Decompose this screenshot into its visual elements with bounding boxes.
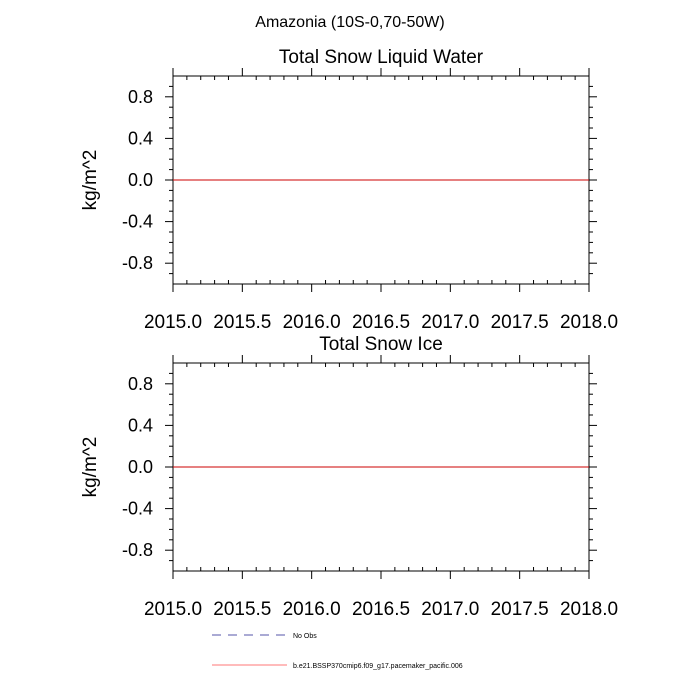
x-tick-label: 2016.0 — [283, 599, 341, 620]
legend-label-model-run: b.e21.BSSP370cmip6.f09_g17.pacemaker_pac… — [293, 663, 463, 670]
x-tick-label: 2018.0 — [560, 599, 618, 620]
x-tick-label: 2015.0 — [144, 312, 202, 333]
legend: No Obs b.e21.BSSP370cmip6.f09_g17.pacema… — [212, 633, 463, 670]
y-tick-label: 0.4 — [128, 128, 153, 148]
y-tick-label: -0.4 — [122, 499, 153, 519]
legend-label-no-obs: No Obs — [293, 633, 317, 640]
y-tick-label: 0.4 — [128, 415, 153, 435]
x-tick-label: 2016.5 — [352, 599, 410, 620]
y-tick-label: -0.8 — [122, 253, 153, 273]
x-tick-label: 2017.5 — [491, 312, 549, 333]
x-tick-label: 2015.5 — [213, 312, 271, 333]
panel-snow-ice: Total Snow Ice kg/m^2 0.8 0.4 0.0 -0.4 -0.8 201… — [80, 334, 618, 620]
x-tick-label: 2015.0 — [144, 599, 202, 620]
main-title: Amazonia (10S-0,70-50W) — [255, 14, 444, 31]
y-tick-label: 0.0 — [128, 170, 153, 190]
y-tick-label: -0.8 — [122, 540, 153, 560]
y-tick-label: 0.8 — [128, 374, 153, 394]
x-tick-label: 2016.0 — [283, 312, 341, 333]
x-tick-label: 2015.5 — [213, 599, 271, 620]
x-tick-label: 2017.0 — [421, 312, 479, 333]
x-tick-label: 2018.0 — [560, 312, 618, 333]
y-tick-label: 0.8 — [128, 87, 153, 107]
y-axis-label: kg/m^2 — [80, 437, 101, 498]
y-tick-label: 0.0 — [128, 457, 153, 477]
panel-title: Total Snow Liquid Water — [279, 47, 484, 68]
x-tick-label: 2017.0 — [421, 599, 479, 620]
y-axis-label: kg/m^2 — [80, 150, 101, 211]
x-tick-label: 2017.5 — [491, 599, 549, 620]
x-tick-label: 2016.5 — [352, 312, 410, 333]
panel-snow-liquid-water: Total Snow Liquid Water kg/m^2 0.8 0.4 0.0 -0… — [80, 47, 618, 333]
panel-title: Total Snow Ice — [319, 334, 443, 355]
y-tick-label: -0.4 — [122, 212, 153, 232]
